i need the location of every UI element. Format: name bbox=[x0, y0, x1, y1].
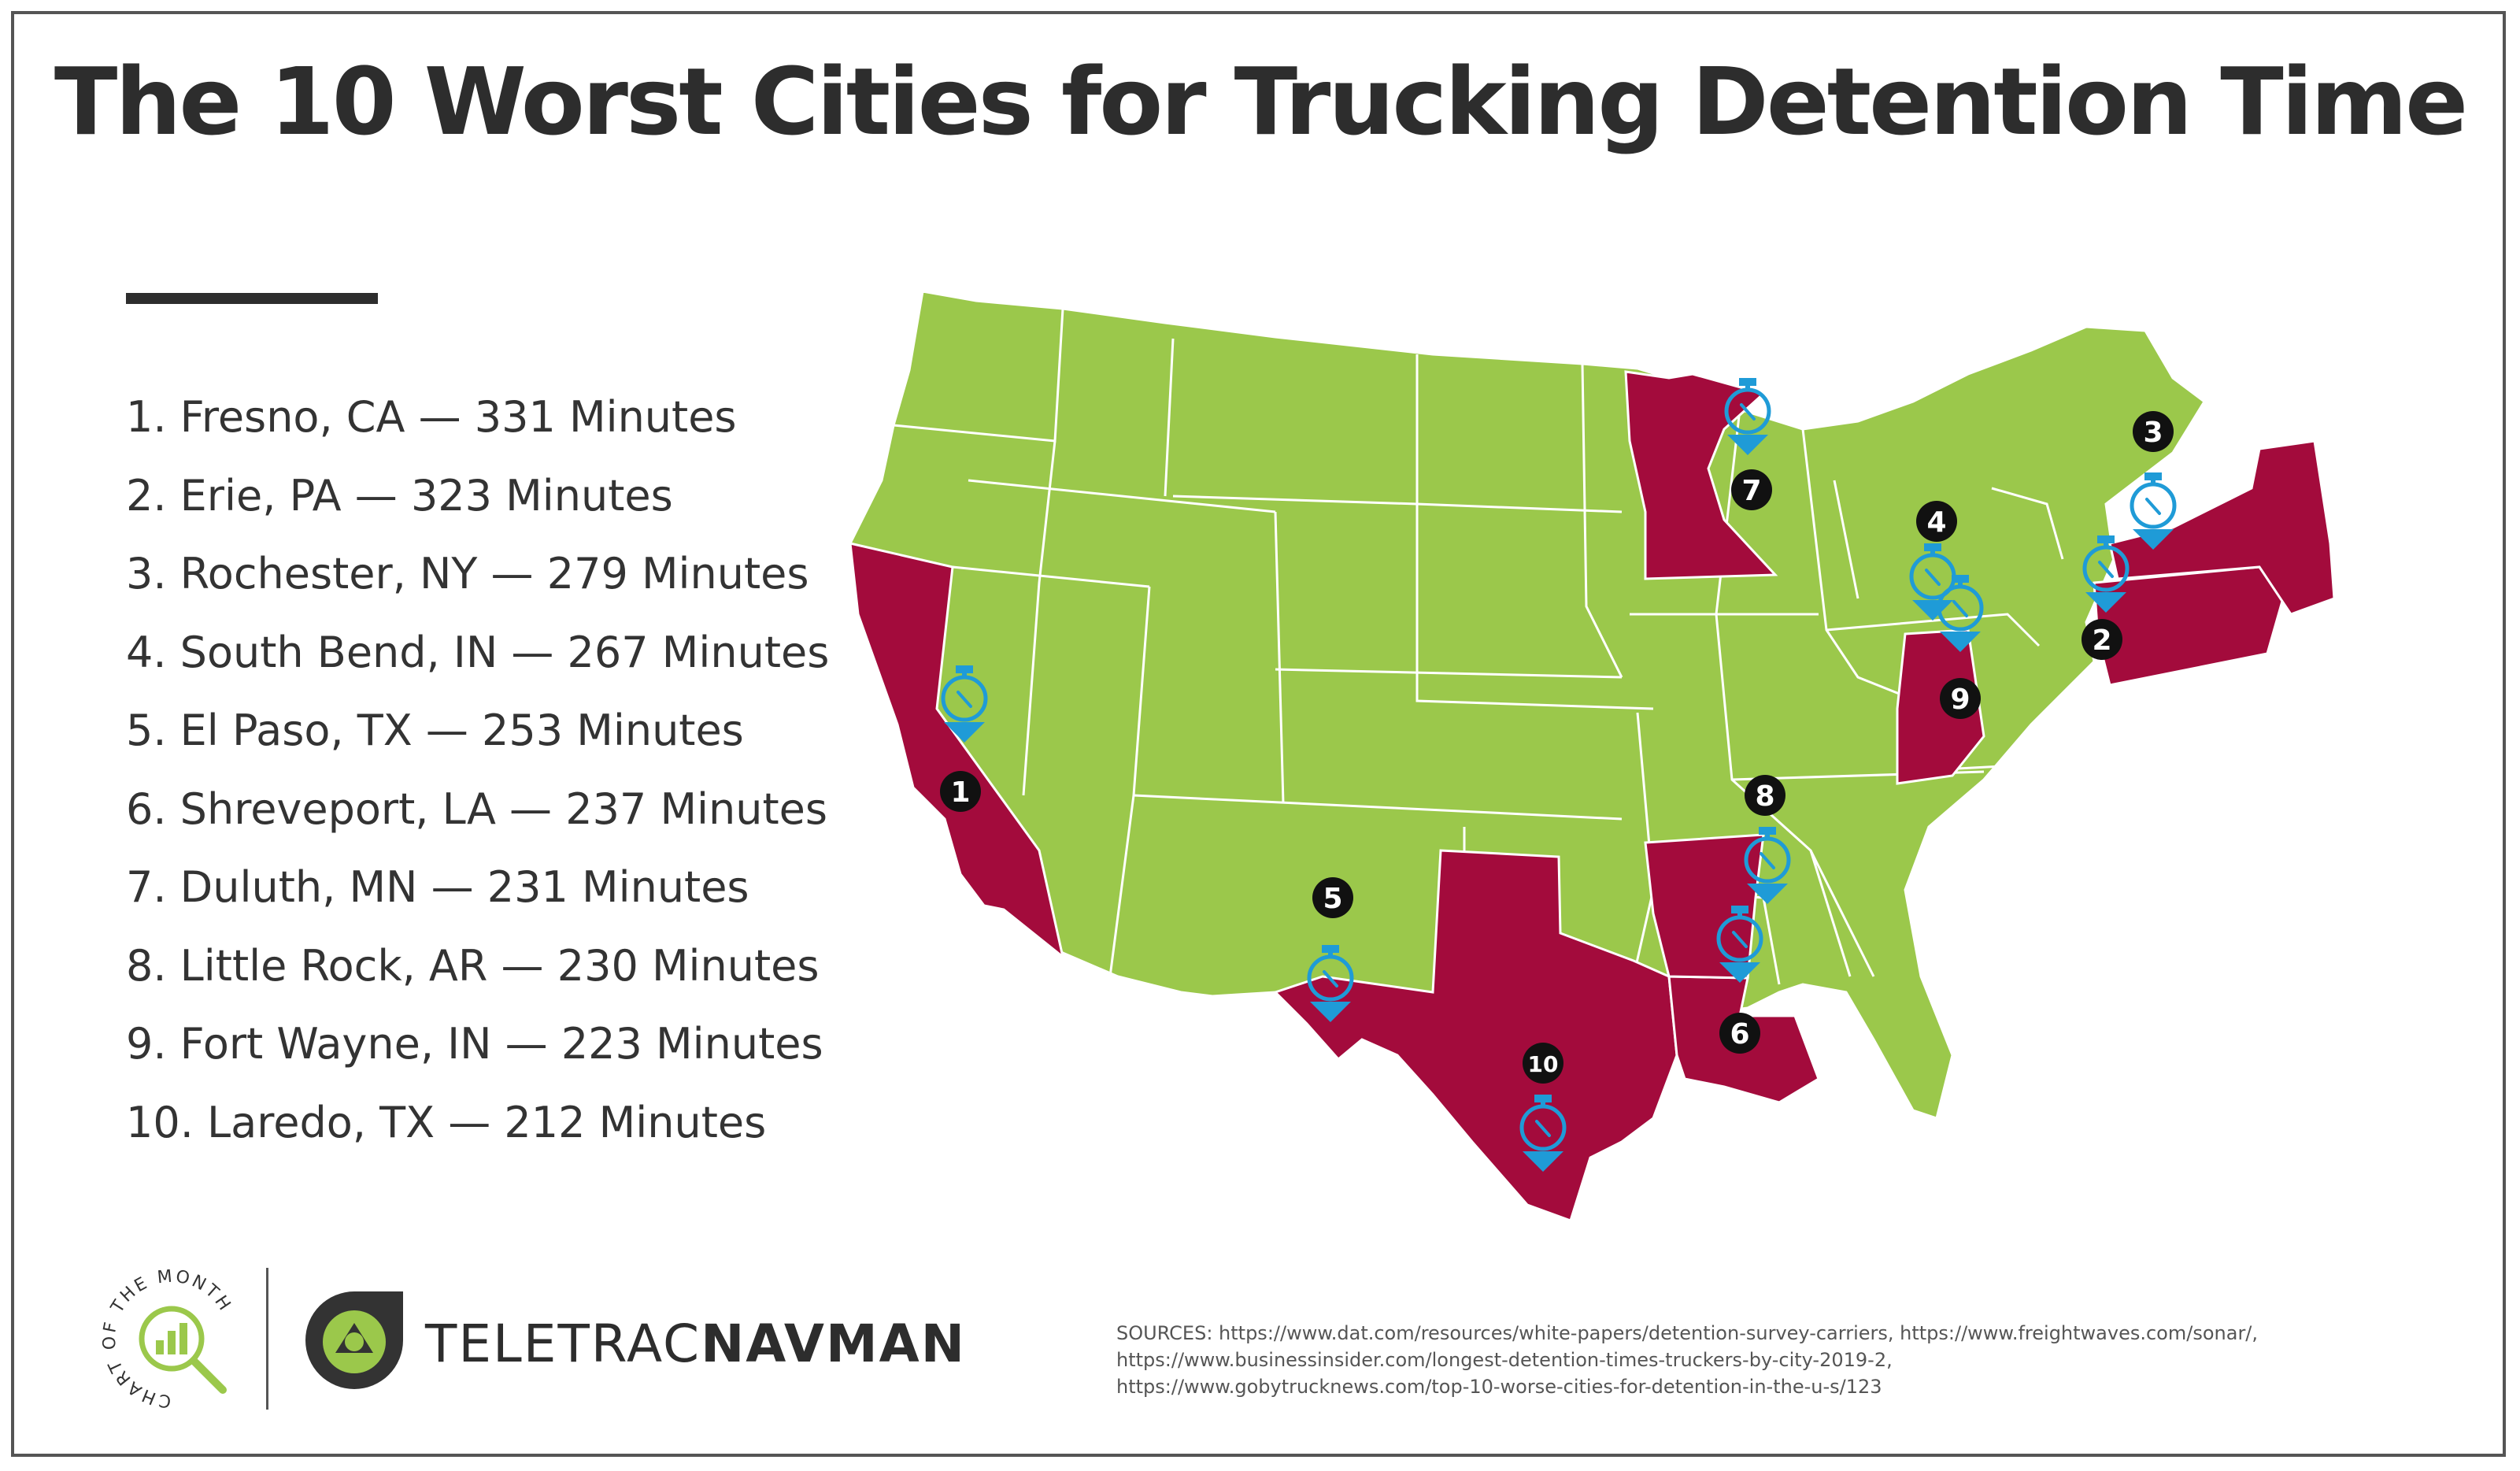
infographic-frame bbox=[11, 11, 2506, 1457]
ranking-item-9: 9. Fort Wayne, IN — 223 Minutes bbox=[126, 1019, 823, 1069]
page-title: The 10 Worst Cities for Trucking Detenti… bbox=[54, 47, 2468, 156]
ranking-item-8: 8. Little Rock, AR — 230 Minutes bbox=[126, 940, 820, 991]
source-line-3: https://www.gobytrucknews.com/top-10-wor… bbox=[1116, 1376, 1882, 1398]
sources-text: SOURCES: https://www.dat.com/resources/w… bbox=[1116, 1320, 2470, 1400]
rank-badge-4: 4 bbox=[1916, 501, 1957, 542]
ranking-item-7: 7. Duluth, MN — 231 Minutes bbox=[126, 862, 749, 912]
badge-text: CHART OF THE MONTH bbox=[100, 1266, 235, 1410]
rank-badge-10: 10 bbox=[1523, 1043, 1563, 1084]
ranking-item-3: 3. Rochester, NY — 279 Minutes bbox=[126, 549, 809, 598]
rank-badge-7: 7 bbox=[1731, 469, 1772, 510]
state-texas bbox=[1273, 849, 1678, 1222]
footer-divider bbox=[266, 1268, 268, 1410]
svg-text:10: 10 bbox=[1528, 1051, 1559, 1077]
ranking-item-1: 1. Fresno, CA — 331 Minutes bbox=[126, 392, 737, 442]
ranking-item-4: 4. South Bend, IN — 267 Minutes bbox=[126, 627, 830, 677]
svg-text:7: 7 bbox=[1741, 475, 1761, 507]
teletrac-navman-logo-icon bbox=[305, 1291, 403, 1389]
svg-text:2: 2 bbox=[2092, 624, 2111, 657]
svg-text:6: 6 bbox=[1730, 1018, 1749, 1050]
rank-badge-9: 9 bbox=[1940, 678, 1981, 719]
title-divider bbox=[126, 293, 378, 304]
state-california bbox=[849, 542, 1065, 960]
ranking-item-6: 6. Shreveport, LA — 237 Minutes bbox=[126, 784, 828, 834]
ranking-item-5: 5. El Paso, TX — 253 Minutes bbox=[126, 706, 744, 755]
rank-badge-3: 3 bbox=[2133, 411, 2174, 452]
brand-wordmark: TELETRACNAVMAN bbox=[425, 1314, 966, 1374]
source-line-2: https://www.businessinsider.com/longest-… bbox=[1116, 1349, 1893, 1371]
svg-text:1: 1 bbox=[950, 776, 970, 809]
brand-part-2: NAVMAN bbox=[701, 1314, 966, 1374]
rankings-list: 1. Fresno, CA — 331 Minutes 2. Erie, PA … bbox=[126, 386, 829, 1169]
highlighted-states bbox=[849, 370, 2336, 1222]
rank-badge-8: 8 bbox=[1745, 775, 1785, 816]
svg-text:9: 9 bbox=[1950, 684, 1970, 716]
rank-badge-2: 2 bbox=[2081, 619, 2122, 660]
svg-text:3: 3 bbox=[2143, 417, 2163, 449]
rank-badges: 1 2 3 4 5 6 7 8 9 10 bbox=[940, 411, 2174, 1084]
svg-text:5: 5 bbox=[1323, 883, 1342, 915]
bar-chart-magnifier-icon bbox=[139, 1306, 227, 1394]
svg-text:4: 4 bbox=[1926, 506, 1946, 539]
state-minnesota bbox=[1624, 370, 1778, 580]
rank-badge-1: 1 bbox=[940, 771, 981, 812]
rank-badge-6: 6 bbox=[1719, 1013, 1760, 1054]
source-line-1: SOURCES: https://www.dat.com/resources/w… bbox=[1116, 1322, 2259, 1344]
ranking-item-2: 2. Erie, PA — 323 Minutes bbox=[126, 470, 673, 521]
state-indiana bbox=[1896, 628, 1985, 785]
svg-text:8: 8 bbox=[1755, 780, 1774, 813]
rank-badge-5: 5 bbox=[1312, 877, 1353, 918]
ranking-item-10: 10. Laredo, TX — 212 Minutes bbox=[126, 1097, 767, 1147]
chart-of-the-month-badge: CHART OF THE MONTH bbox=[100, 1266, 235, 1410]
teletrac-navman-brand: TELETRACNAVMAN bbox=[299, 1285, 964, 1395]
state-new-york bbox=[2108, 439, 2336, 616]
brand-part-1: TELETRAC bbox=[425, 1314, 701, 1374]
us-map: 1 2 3 4 5 6 7 8 9 10 bbox=[849, 290, 2336, 1223]
